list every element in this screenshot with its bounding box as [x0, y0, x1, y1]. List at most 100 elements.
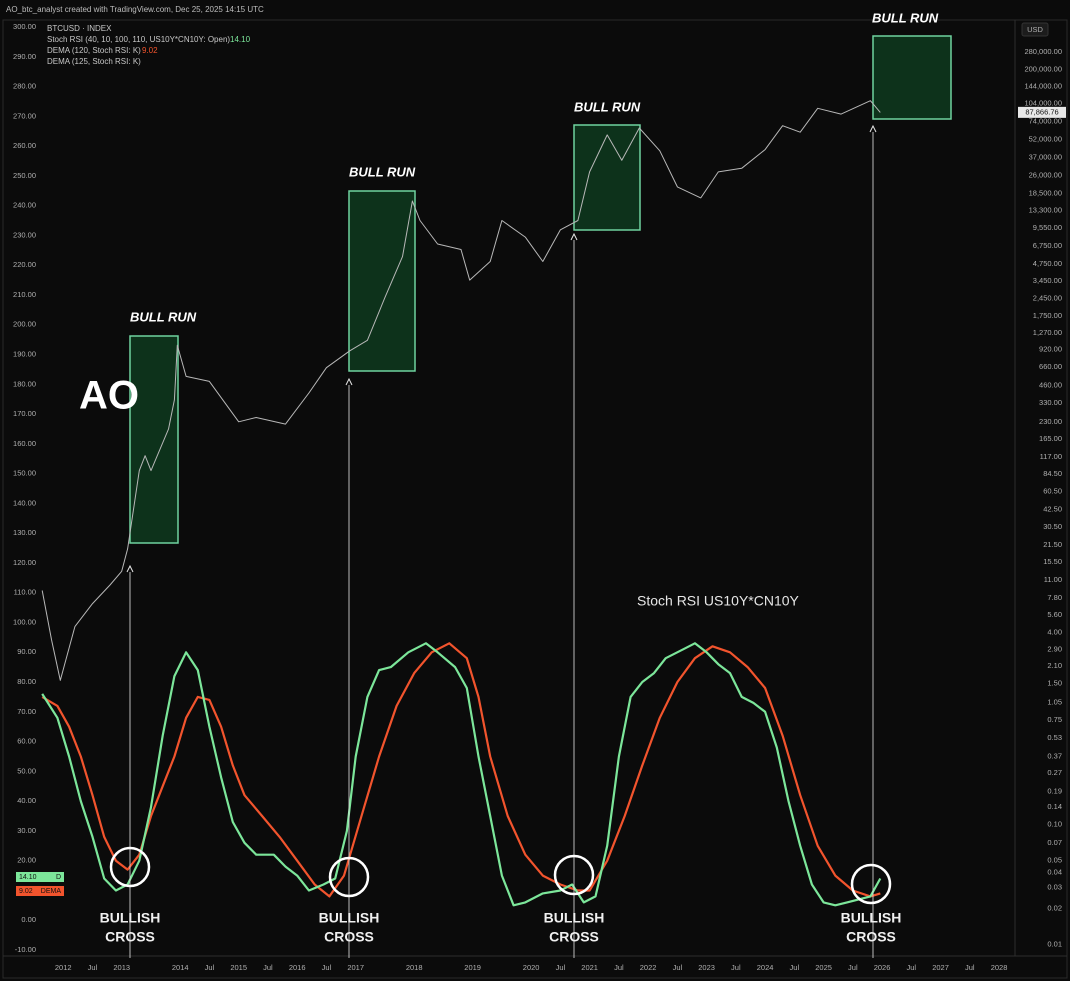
- cross-label: CROSS: [105, 929, 155, 945]
- y2-tick-label: 200,000.00: [1024, 65, 1062, 74]
- y2-tick-label: 0.01: [1047, 940, 1062, 949]
- value-tag-label: 14.10: [19, 874, 37, 881]
- y2-tick-label: 660.00: [1039, 362, 1062, 371]
- y2-tick-label: 0.14: [1047, 802, 1062, 811]
- y-tick-label: 20.00: [17, 856, 36, 865]
- y2-tick-label: 2,450.00: [1033, 294, 1062, 303]
- arrow-head: [345, 377, 353, 386]
- y2-tick-label: 0.04: [1047, 867, 1062, 876]
- y-tick-label: 50.00: [17, 766, 36, 775]
- x-tick-label: 2020: [523, 963, 540, 972]
- y2-tick-label: 1,750.00: [1033, 311, 1062, 320]
- bull-run-label: BULL RUN: [349, 164, 416, 179]
- header: AO_btc_analyst created with TradingView.…: [6, 5, 264, 14]
- x-tick-label: Jul: [790, 963, 800, 972]
- y-tick-label: 210.00: [13, 290, 36, 299]
- x-tick-label: Jul: [263, 963, 273, 972]
- x-tick-label: Jul: [907, 963, 917, 972]
- value-tag: [16, 886, 64, 896]
- y2-tick-label: 7.80: [1047, 593, 1062, 602]
- annotation-layer: [129, 35, 952, 544]
- y-tick-label: 280.00: [13, 82, 36, 91]
- cross-label: CROSS: [324, 929, 374, 945]
- y-tick-label: 140.00: [13, 498, 36, 507]
- x-tick-label: Jul: [614, 963, 624, 972]
- value-tag: [16, 872, 64, 882]
- x-tick-label: 2023: [698, 963, 715, 972]
- y-tick-label: -10.00: [15, 945, 36, 954]
- y2-tick-label: 0.19: [1047, 786, 1062, 795]
- legend: BTCUSD · INDEX Stoch RSI (40, 10, 100, 1…: [47, 24, 251, 66]
- bull-run-box: [872, 35, 952, 120]
- currency-box: [1021, 22, 1049, 37]
- y2-tick-label: 1,270.00: [1033, 328, 1062, 337]
- legend-value: 14.10: [230, 35, 251, 44]
- y2-tick-label: 9,550.00: [1033, 223, 1062, 232]
- y-tick-label: 0.00: [21, 915, 36, 924]
- y-tick-label: 160.00: [13, 439, 36, 448]
- legend-entry: BTCUSD · INDEX: [47, 24, 112, 33]
- y2-tick-label: 21.50: [1043, 540, 1062, 549]
- value-tag-label: 9.02: [19, 888, 33, 895]
- cross-circle: [850, 863, 892, 905]
- y2-tick-label: 2.10: [1047, 661, 1062, 670]
- y2-tick-label: 0.27: [1047, 768, 1062, 777]
- y-tick-label: 250.00: [13, 171, 36, 180]
- x-tick-label: 2022: [640, 963, 657, 972]
- y-tick-label: 300.00: [13, 22, 36, 31]
- x-tick-label: 2015: [230, 963, 247, 972]
- bull-run-label: BULL RUN: [130, 309, 197, 324]
- x-tick-label: 2024: [757, 963, 774, 972]
- x-tick-label: 2026: [874, 963, 891, 972]
- plot-area: [41, 100, 882, 907]
- y-tick-label: 40.00: [17, 796, 36, 805]
- y-tick-label: 240.00: [13, 201, 36, 210]
- y2-tick-label: 3,450.00: [1033, 276, 1062, 285]
- y-tick-label: 70.00: [17, 707, 36, 716]
- cross-label: BULLISH: [319, 910, 380, 926]
- y2-tick-label: 30.50: [1043, 522, 1062, 531]
- x-tick-label: 2012: [55, 963, 72, 972]
- currency: USD: [1027, 25, 1043, 34]
- x-tick-label: Jul: [322, 963, 332, 972]
- cross-circle: [553, 854, 595, 896]
- y-tick-label: 260.00: [13, 141, 36, 150]
- y-tick-label: 80.00: [17, 677, 36, 686]
- y-tick-label: 230.00: [13, 230, 36, 239]
- y2-tick-label: 330.00: [1039, 398, 1062, 407]
- y2-tick-label: 4,750.00: [1033, 259, 1062, 268]
- bull-run-box: [348, 190, 416, 372]
- arrow-head: [126, 564, 134, 573]
- cross-label: BULLISH: [841, 910, 902, 926]
- y2-tick-label: 84.50: [1043, 469, 1062, 478]
- y2-tick-label: 15.50: [1043, 557, 1062, 566]
- y2-tick-label: 0.07: [1047, 838, 1062, 847]
- x-tick-label: Jul: [88, 963, 98, 972]
- x-tick-label: Jul: [673, 963, 683, 972]
- arrow-head: [570, 232, 578, 241]
- y2-tick-label: 230.00: [1039, 417, 1062, 426]
- x-tick-label: 2014: [172, 963, 189, 972]
- x-tick-label: 2019: [464, 963, 481, 972]
- y2-tick-label: 18,500.00: [1029, 188, 1062, 197]
- y2-tick-label: 0.53: [1047, 733, 1062, 742]
- y-tick-label: 270.00: [13, 111, 36, 120]
- x-tick-label: Jul: [205, 963, 215, 972]
- legend-entry: DEMA (125, Stoch RSI: K): [47, 57, 141, 66]
- logo-text: AO: [79, 374, 139, 418]
- y2-tick-label: 5.60: [1047, 610, 1062, 619]
- y-tick-label: 60.00: [17, 737, 36, 746]
- y-tick-label: 290.00: [13, 52, 36, 61]
- x-tick-label: Jul: [965, 963, 975, 972]
- x-tick-label: Jul: [848, 963, 858, 972]
- y2-tick-label: 0.03: [1047, 882, 1062, 891]
- y2-tick-label: 37,000.00: [1029, 152, 1062, 161]
- y2-tick-label: 42.50: [1043, 505, 1062, 514]
- bull-run-box: [573, 124, 641, 231]
- legend-entry: DEMA (120, Stoch RSI: K): [47, 46, 141, 55]
- y-tick-label: 150.00: [13, 469, 36, 478]
- y2-tick-label: 0.02: [1047, 903, 1062, 912]
- y2-tick-label: 26,000.00: [1029, 171, 1062, 180]
- y2-tick-label: 0.37: [1047, 752, 1062, 761]
